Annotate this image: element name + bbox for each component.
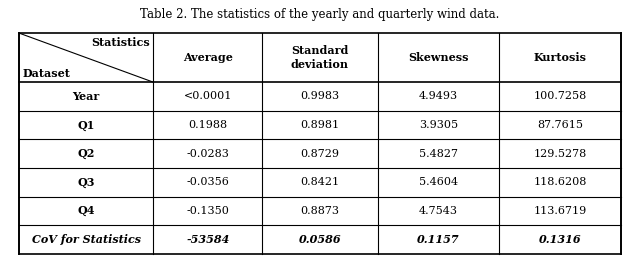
Text: 113.6719: 113.6719 [533,206,587,216]
Text: 0.1157: 0.1157 [417,234,460,245]
Text: The different variables are standardized to similar scales, so the statistics of: The different variables are standardized… [19,264,640,265]
Text: Q1: Q1 [77,120,95,131]
Text: 3.9305: 3.9305 [419,120,458,130]
Text: 0.1316: 0.1316 [539,234,581,245]
Text: 118.6208: 118.6208 [533,177,587,187]
Text: 4.9493: 4.9493 [419,91,458,101]
Text: 0.8729: 0.8729 [301,149,339,159]
Text: Statistics: Statistics [92,37,150,48]
Text: Q2: Q2 [77,148,95,159]
Text: 100.7258: 100.7258 [533,91,587,101]
Text: 5.4604: 5.4604 [419,177,458,187]
Text: CoV for Statistics: CoV for Statistics [32,234,141,245]
Text: Kurtosis: Kurtosis [534,52,586,63]
Text: Average: Average [183,52,233,63]
Text: 0.8421: 0.8421 [300,177,340,187]
Text: Q3: Q3 [77,177,95,188]
Text: Standard
deviation: Standard deviation [291,45,349,70]
Text: 0.8981: 0.8981 [300,120,340,130]
Text: 0.9983: 0.9983 [300,91,340,101]
Text: -0.1350: -0.1350 [186,206,229,216]
Text: Table 2. The statistics of the yearly and quarterly wind data.: Table 2. The statistics of the yearly an… [140,8,500,21]
Text: 5.4827: 5.4827 [419,149,458,159]
Text: -53584: -53584 [186,234,230,245]
Text: 0.0586: 0.0586 [299,234,341,245]
Text: Q4: Q4 [77,205,95,217]
Text: Dataset: Dataset [22,68,70,79]
Text: 129.5278: 129.5278 [533,149,587,159]
Text: 4.7543: 4.7543 [419,206,458,216]
Text: -0.0356: -0.0356 [186,177,229,187]
Text: 87.7615: 87.7615 [537,120,583,130]
Text: -0.0283: -0.0283 [186,149,229,159]
Text: <0.0001: <0.0001 [184,91,232,101]
Text: 0.1988: 0.1988 [188,120,227,130]
Text: Year: Year [72,91,100,102]
Text: Skewness: Skewness [408,52,468,63]
Text: 0.8873: 0.8873 [301,206,339,216]
